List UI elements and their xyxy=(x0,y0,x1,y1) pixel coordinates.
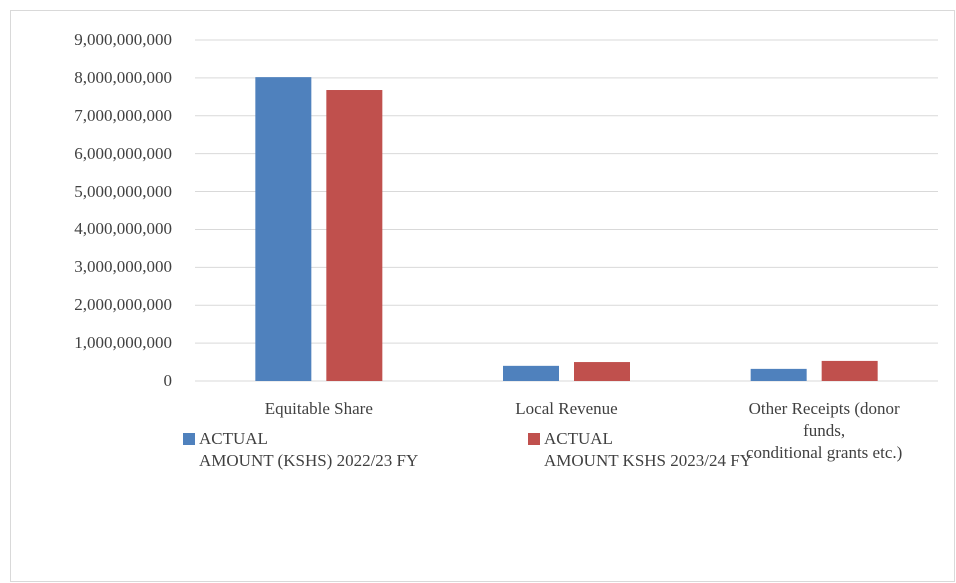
y-tick-label: 2,000,000,000 xyxy=(74,295,172,315)
y-tick-label: 9,000,000,000 xyxy=(74,30,172,49)
y-tick-label: 4,000,000,000 xyxy=(74,219,172,239)
bar xyxy=(574,362,630,381)
y-tick-label: 1,000,000,000 xyxy=(74,333,172,353)
bar xyxy=(326,90,383,381)
y-tick-label: 7,000,000,000 xyxy=(74,105,172,125)
legend-swatch xyxy=(183,433,195,445)
legend-item: ACTUAL AMOUNT (KSHS) 2022/23 FY xyxy=(183,428,418,472)
legend-swatch xyxy=(528,433,540,445)
y-tick-label: 8,000,000,000 xyxy=(74,67,172,87)
legend-label: ACTUAL AMOUNT (KSHS) 2022/23 FY xyxy=(199,429,419,470)
y-tick-label: 0 xyxy=(163,371,173,390)
y-tick-label: 3,000,000,000 xyxy=(74,257,172,277)
y-tick-label: 5,000,000,000 xyxy=(74,181,172,201)
x-tick-label: Equitable Share xyxy=(264,399,373,418)
bar xyxy=(750,368,807,381)
bar xyxy=(503,365,559,381)
y-tick-label: 6,000,000,000 xyxy=(74,143,172,163)
chart-frame xyxy=(10,10,955,582)
bar xyxy=(821,360,878,381)
bar xyxy=(255,77,312,382)
x-tick-label: Local Revenue xyxy=(515,399,618,418)
legend-item: ACTUAL AMOUNT KSHS 2023/24 FY xyxy=(528,428,752,472)
legend-label: ACTUAL AMOUNT KSHS 2023/24 FY xyxy=(544,429,752,470)
x-tick-label: Other Receipts (donor funds, conditional… xyxy=(746,399,903,462)
